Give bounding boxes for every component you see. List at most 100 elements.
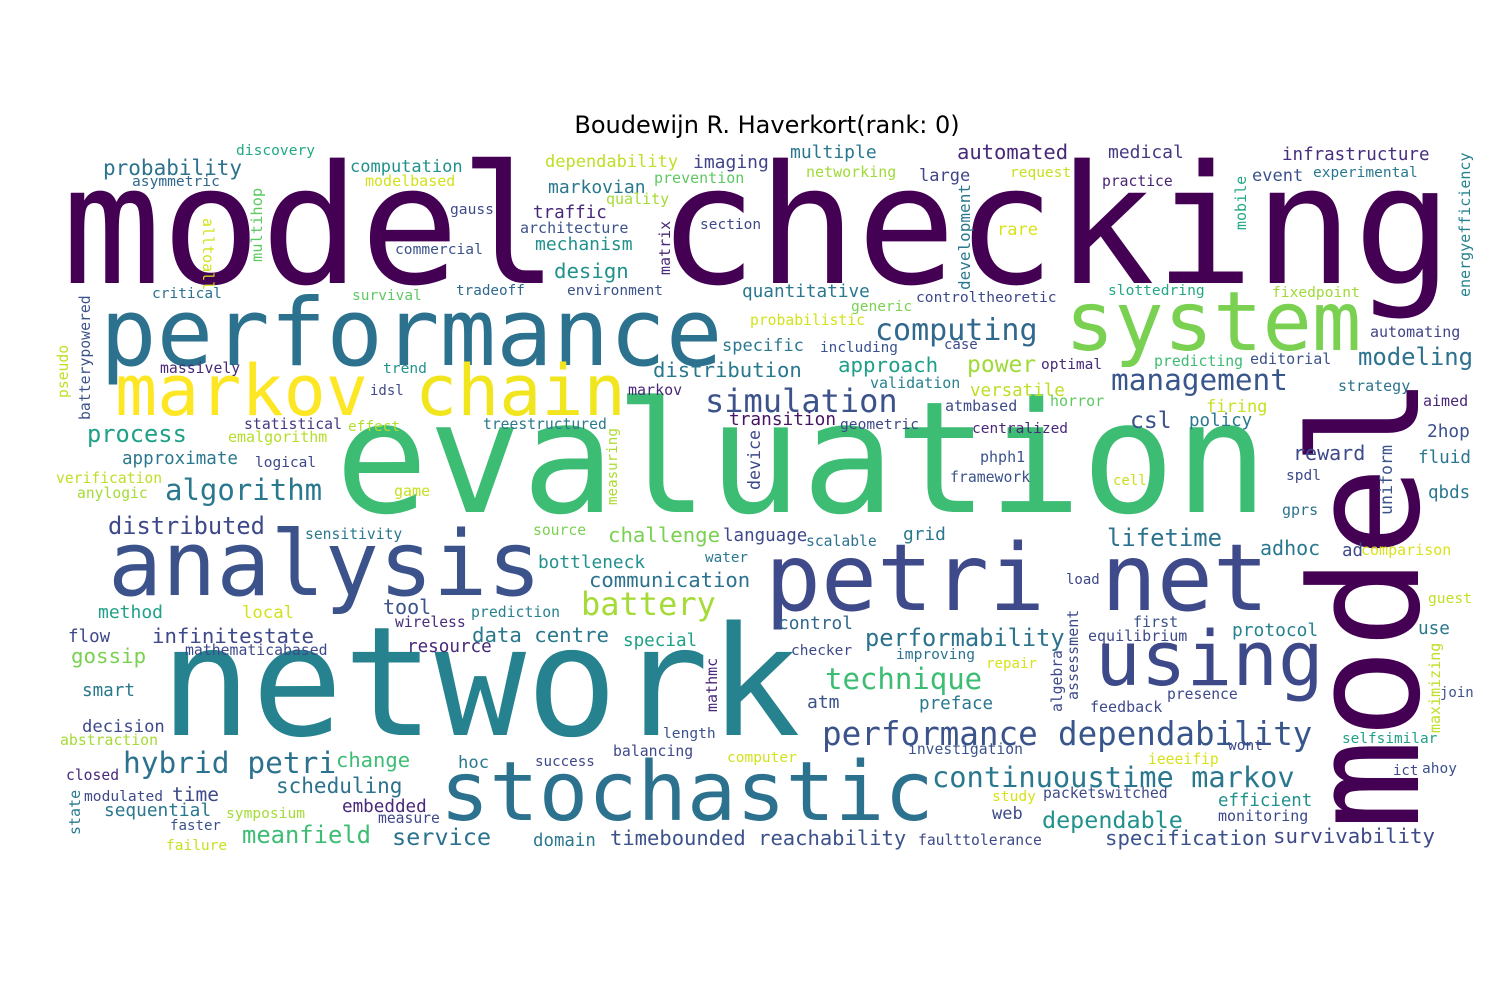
- word: gossip: [71, 644, 146, 668]
- word: atm: [807, 692, 840, 713]
- word: guest: [1428, 590, 1472, 607]
- word: power: [967, 352, 1036, 378]
- word: decision: [82, 717, 165, 737]
- word: spdl: [1286, 468, 1321, 484]
- word: repair: [986, 656, 1037, 672]
- word: improving: [896, 646, 975, 663]
- word: tool: [383, 595, 431, 619]
- word: network: [160, 594, 801, 771]
- word: section: [700, 217, 761, 233]
- word: source: [533, 522, 586, 539]
- word: first: [1133, 613, 1178, 631]
- word: local: [242, 603, 294, 623]
- word: water: [705, 550, 748, 566]
- word: markov: [628, 381, 682, 399]
- word: generic: [851, 299, 912, 315]
- word: management: [1111, 363, 1288, 397]
- word: measure: [378, 810, 440, 827]
- word: state: [66, 790, 84, 835]
- word: ieeeifip: [1148, 751, 1219, 768]
- word: infrastructure: [1282, 145, 1430, 165]
- word: mathematicabased: [185, 642, 328, 659]
- word: comparison: [1361, 541, 1451, 559]
- word: architecture: [520, 219, 628, 237]
- word: technique: [825, 662, 982, 696]
- word: device: [745, 430, 764, 490]
- word: special: [623, 631, 697, 651]
- word: hybrid petri: [123, 746, 336, 780]
- word: alltoall: [199, 218, 217, 290]
- word: emalgorithm: [228, 428, 327, 446]
- word: csl: [1130, 408, 1172, 434]
- word: firing: [1206, 397, 1267, 417]
- word: challenge: [608, 523, 720, 547]
- word: reward: [1293, 441, 1365, 465]
- word: idsl: [370, 383, 404, 399]
- word: specification: [1105, 826, 1267, 850]
- word: editorial: [1250, 350, 1331, 368]
- word: faulttolerance: [918, 832, 1042, 849]
- word: verification: [56, 470, 162, 487]
- word: time: [172, 783, 219, 806]
- word: communication: [589, 568, 750, 592]
- word: development: [955, 184, 974, 290]
- word: modeling: [1358, 343, 1473, 371]
- word: optimal: [1041, 357, 1102, 373]
- word: sensitivity: [305, 526, 402, 543]
- word: computer: [727, 750, 797, 766]
- word: model: [1278, 375, 1454, 830]
- word: design: [554, 259, 629, 283]
- word: dependability: [545, 152, 678, 172]
- word: energyefficiency: [1456, 153, 1474, 298]
- word: critical: [152, 286, 222, 302]
- word: maximizing: [1426, 643, 1444, 733]
- word: traffic: [533, 203, 607, 223]
- word: statistical: [244, 416, 342, 433]
- word: symposium: [226, 805, 305, 822]
- word: mobile: [1232, 176, 1250, 230]
- word: logical: [255, 455, 316, 471]
- word: markovian: [548, 177, 646, 198]
- word: ict: [1393, 763, 1418, 779]
- word: selfsimilar: [1342, 731, 1438, 747]
- word: game: [394, 482, 430, 500]
- word: policy: [1189, 411, 1252, 431]
- word: investigation: [908, 741, 1023, 758]
- word: petri net: [765, 524, 1269, 632]
- word: predicting: [1154, 353, 1243, 370]
- word: automated: [957, 140, 1068, 164]
- word: ad: [1342, 541, 1363, 561]
- word: lifetime: [1107, 524, 1222, 552]
- word: meanfield: [242, 821, 371, 849]
- word: including: [820, 340, 898, 356]
- word: use: [1418, 619, 1450, 639]
- word: process: [87, 420, 187, 448]
- word: battery: [581, 585, 716, 623]
- word: wireless: [395, 614, 466, 631]
- word: specific: [722, 336, 804, 356]
- word: discovery: [236, 142, 315, 159]
- word: failure: [166, 838, 227, 854]
- word: networking: [806, 163, 896, 181]
- word: imaging: [693, 152, 769, 173]
- word: presence: [1167, 686, 1238, 703]
- word: framework: [950, 469, 1030, 486]
- word: control: [778, 613, 853, 634]
- word: smart: [82, 681, 135, 701]
- word: aimed: [1423, 392, 1468, 410]
- word: probabilistic: [750, 312, 865, 329]
- word: commercial: [395, 241, 483, 258]
- word: controltheoretic: [916, 289, 1057, 306]
- word: monitoring: [1218, 807, 1308, 825]
- word: prediction: [471, 604, 560, 621]
- word: medical: [1108, 142, 1184, 163]
- word: service: [392, 823, 491, 851]
- word: closed: [66, 767, 119, 784]
- word: grid: [903, 524, 946, 545]
- word: protocol: [1232, 620, 1318, 641]
- word: chain: [415, 350, 626, 432]
- word: success: [535, 754, 595, 770]
- word: resource: [407, 637, 492, 657]
- word: sequential: [104, 800, 211, 821]
